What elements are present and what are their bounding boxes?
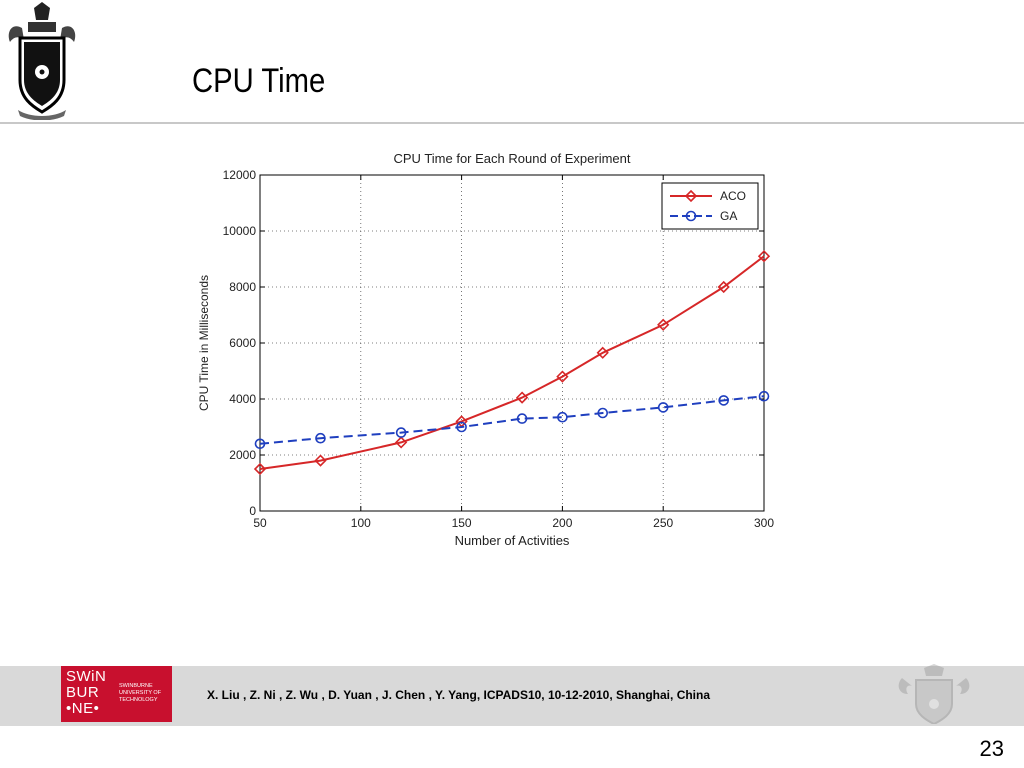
y-tick-label: 2000 [229,448,256,462]
logo-subtitle-line: TECHNOLOGY [119,697,158,703]
data-point-ga [516,413,528,424]
logo-subtitle: SWINBURNE UNIVERSITY OF TECHNOLOGY [119,683,169,704]
data-point-ga [597,407,609,419]
header-divider [0,122,1024,124]
x-tick-label: 150 [452,516,472,530]
data-point-aco [394,436,408,449]
legend-label-ga: GA [720,209,737,223]
cpu-time-chart: 50 100 150 200 250 300 0 2000 4000 6000 8000 10000 1… [197,151,774,548]
series-line-aco [259,255,765,470]
y-tick-label: 0 [249,504,256,518]
logo-line: •NE• [66,700,100,717]
logo-line: SWiN [66,668,107,685]
y-tick-label: 12000 [223,168,257,182]
legend-marker-aco [684,189,698,203]
university-crest-logo [8,2,76,120]
data-point-aco [556,370,569,383]
data-point-ga [254,438,266,450]
x-tick-label: 300 [754,516,774,530]
data-point-ga [657,402,669,413]
y-tick-label: 8000 [229,280,256,294]
x-tick-label: 100 [351,516,371,530]
logo-wordmark: SWiN BUR •NE• [66,669,106,717]
legend-marker-ga [685,210,697,222]
legend-label-aco: ACO [720,189,746,203]
x-tick-label: 50 [253,516,267,530]
footer-citation: X. Liu , Z. Ni , Z. Wu , D. Yuan , J. Ch… [207,688,711,702]
data-point-aco [314,454,327,467]
x-tick-label: 250 [653,516,673,530]
slide-title: CPU Time [192,62,326,100]
chart-title: CPU Time for Each Round of Experiment [394,151,631,166]
logo-line: BUR [66,684,100,701]
data-point-ga [395,427,407,438]
data-point-ga [758,390,770,402]
data-point-ga [315,432,326,444]
y-axis-label: CPU Time in Milliseconds [197,275,211,411]
logo-subtitle-line: SWINBURNE [119,683,153,689]
data-point-aco [757,250,771,263]
data-point-ga [557,411,568,423]
x-axis-label: Number of Activities [455,533,570,548]
legend-box [661,182,759,230]
data-point-aco [657,318,670,331]
data-point-aco [596,346,609,359]
data-point-aco [253,462,267,476]
page-number: 23 [979,736,1004,761]
data-point-ga [456,421,467,433]
swinburne-logo: SWiN BUR •NE• SWINBURNE UNIVERSITY OF TE… [61,666,172,722]
logo-subtitle-line: UNIVERSITY OF [119,690,162,696]
data-point-ga [718,395,729,406]
x-tick-label: 200 [552,516,572,530]
y-tick-label: 6000 [229,336,256,350]
data-point-aco [515,391,529,404]
crest-watermark-icon [898,664,970,724]
footer-bar: SWiN BUR •NE• SWINBURNE UNIVERSITY OF TE… [0,664,1024,726]
y-tick-label: 4000 [229,392,256,406]
y-tick-label: 10000 [223,224,257,238]
data-point-aco [717,280,730,294]
series-line-ga [259,395,765,445]
